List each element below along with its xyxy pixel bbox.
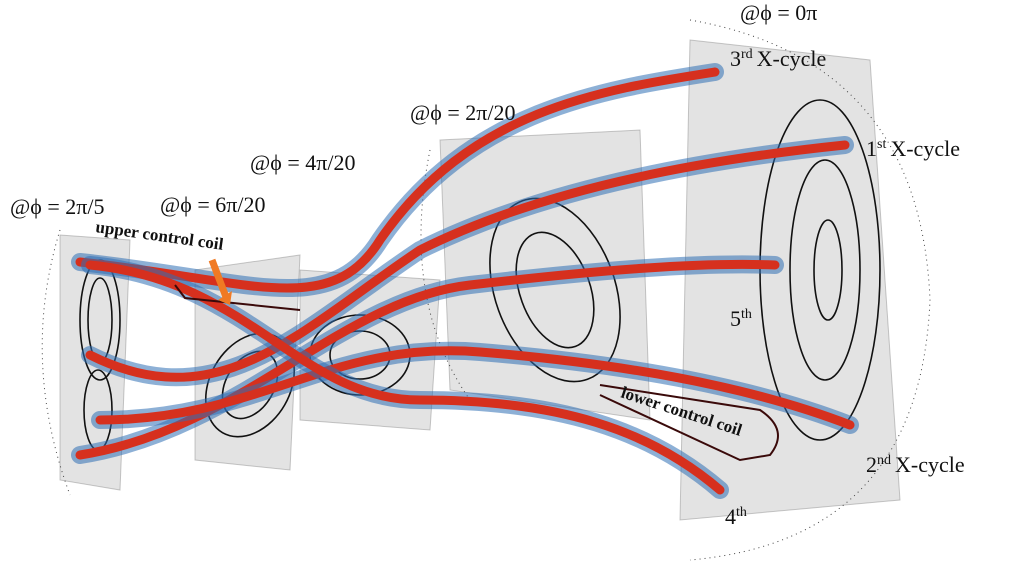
cycle-label: 5th bbox=[730, 306, 752, 331]
upper-coil bbox=[174, 284, 301, 311]
cycle-label: 3rd X-cycle bbox=[730, 46, 826, 71]
coil-arrow-head bbox=[218, 291, 232, 305]
surface bbox=[813, 219, 843, 321]
tube bbox=[85, 140, 850, 382]
cycle-label: 4th bbox=[725, 504, 747, 529]
cycle-label: 1st X-cycle bbox=[866, 136, 960, 161]
cycle-label: 2nd X-cycle bbox=[866, 452, 965, 477]
tube bbox=[95, 346, 855, 430]
phase-label: @ϕ = 2π/5 bbox=[10, 194, 104, 219]
phase-label: @ϕ = 2π/20 bbox=[410, 100, 515, 125]
lower-coil bbox=[599, 384, 779, 462]
surface bbox=[789, 159, 861, 381]
phase-label: @ϕ = 4π/20 bbox=[250, 150, 355, 175]
coil-arrow bbox=[208, 258, 230, 299]
phase-label: @ϕ = 6π/20 bbox=[160, 192, 265, 217]
phase-label: @ϕ = 0π bbox=[740, 0, 817, 25]
scatter-edge bbox=[41, 19, 931, 561]
